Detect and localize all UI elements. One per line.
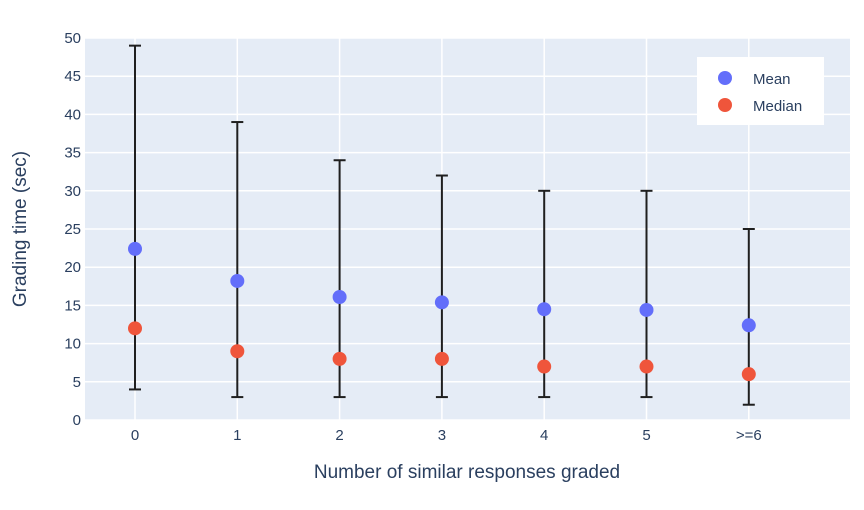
mean-point [537,302,552,317]
mean-point [332,289,347,304]
median-point [128,321,142,336]
y-tick-label: 20 [64,259,81,276]
y-tick-label: 25 [64,221,81,238]
legend-marker-median [718,98,732,112]
data-points [128,241,756,382]
y-tick-label: 10 [64,336,81,353]
y-tick-label: 45 [64,68,81,85]
legend-label-mean: Mean [753,71,791,88]
mean-point [128,241,142,256]
y-tick-label: 40 [64,106,81,123]
mean-point [434,295,449,310]
mean-point [230,273,245,288]
y-tick-label: 30 [64,183,81,200]
y-tick-label: 15 [64,297,81,314]
median-point [741,367,756,382]
median-point [537,359,552,374]
median-point [332,351,347,366]
x-tick-label: >=6 [736,427,762,444]
y-tick-label: 5 [73,374,81,391]
x-axis-title: Number of similar responses graded [314,462,620,483]
x-axis: 0 1 2 3 4 5 >=6 [131,427,762,444]
legend-label-median: Median [753,98,802,115]
legend: Mean Median [697,57,824,125]
median-point [639,359,654,374]
legend-marker-mean [718,71,732,85]
x-tick-label: 4 [540,427,548,444]
legend-box [697,57,824,125]
median-point [434,351,449,366]
mean-point [741,318,756,333]
x-tick-label: 3 [438,427,446,444]
y-axis-title: Grading time (sec) [10,151,31,307]
y-tick-label: 50 [64,30,81,47]
median-point [230,344,245,359]
mean-point [639,302,654,317]
y-tick-label: 35 [64,145,81,162]
x-tick-label: 0 [131,427,139,444]
y-axis: 0 5 10 15 20 25 30 35 40 45 50 [64,30,81,429]
x-tick-label: 1 [233,427,241,444]
y-tick-label: 0 [73,412,81,429]
x-tick-label: 5 [642,427,650,444]
x-tick-label: 2 [335,427,343,444]
